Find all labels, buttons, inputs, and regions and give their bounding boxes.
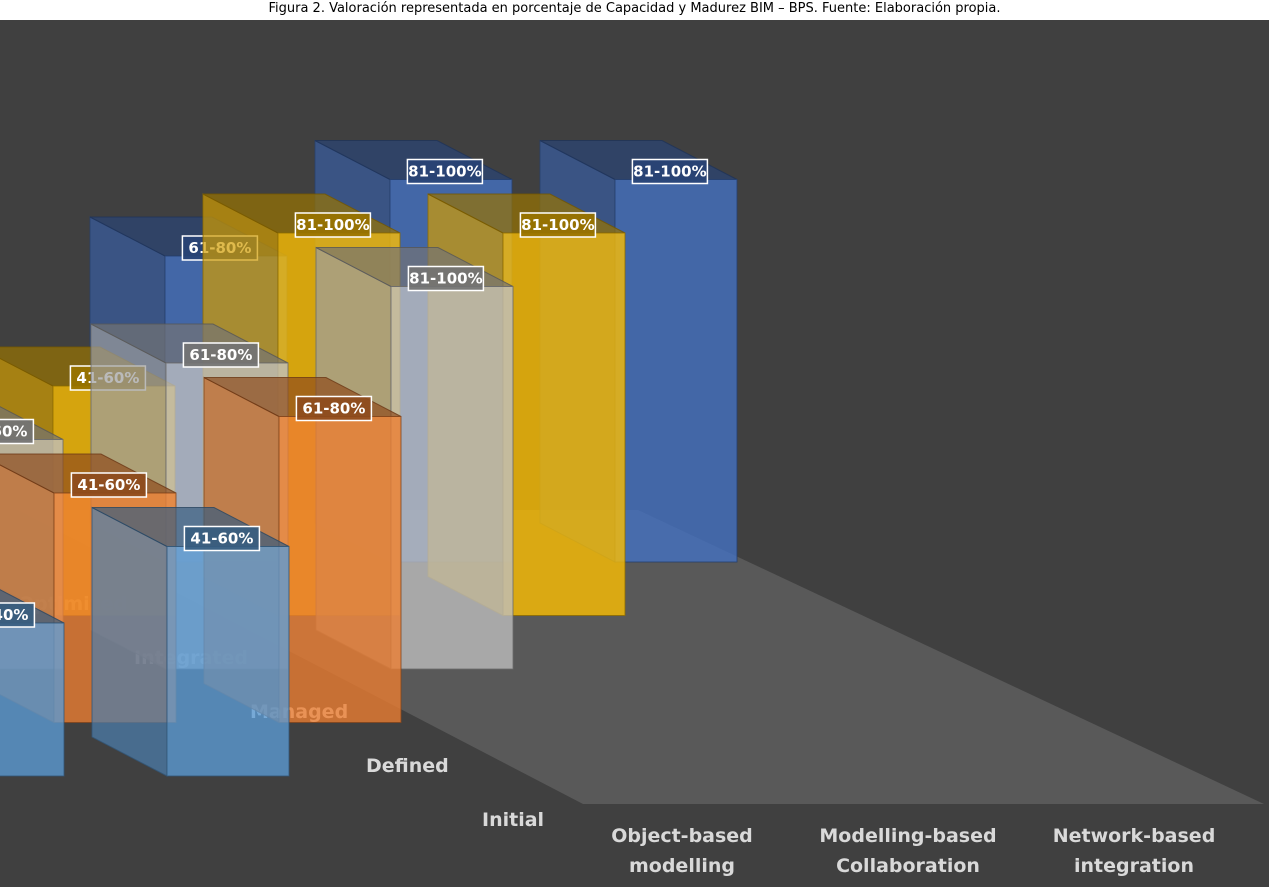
data-label-text: 41-60%	[77, 476, 140, 494]
category-axis: Object-based modelling Modelling-based Coll…	[611, 825, 1215, 877]
data-label-text: 21-40%	[0, 606, 28, 624]
data-label: 81-100%	[406, 158, 484, 185]
data-label-box	[70, 472, 148, 498]
depth-axis-label-initial: Initial	[482, 809, 544, 831]
depth-axis-label-defined: Defined	[366, 755, 449, 777]
data-label-text: 81-100%	[633, 163, 706, 181]
data-label-box	[294, 212, 372, 238]
data-label-box	[631, 158, 709, 185]
data-label: 61-80%	[182, 342, 260, 368]
data-label-box	[295, 395, 373, 422]
data-label-box	[519, 212, 597, 238]
chart-panel: OptimizedIntegratedManagedDefinedInitial…	[0, 20, 1269, 887]
data-label: 81-100%	[407, 265, 485, 292]
data-label: 41-60%	[0, 418, 35, 445]
data-label-text: 81-100%	[296, 216, 369, 234]
figure-caption: Figura 2. Valoración representada en por…	[268, 1, 1001, 16]
data-label-box	[407, 265, 485, 292]
category-axis-label-modelling-based-collaboration: Modelling-based Collaboration	[819, 825, 996, 877]
data-label: 41-60%	[183, 525, 261, 552]
data-label-text: 81-100%	[408, 163, 481, 181]
data-label: 81-100%	[519, 212, 597, 238]
bars-group: 61-80% 81-100% 81-100% 41-60% 81-100% 81-100%…	[0, 139, 738, 777]
data-label-text: 61-80%	[302, 400, 365, 418]
data-label-box	[183, 525, 261, 552]
bar-side-face	[91, 506, 168, 777]
data-label-text: 81-100%	[521, 216, 594, 234]
data-label-text: 41-60%	[0, 423, 27, 441]
category-axis-label-network-based-integration: Network-based integration	[1053, 825, 1216, 877]
data-label: 81-100%	[294, 212, 372, 238]
bar-front-face	[278, 416, 402, 723]
bar-initial-modelling-based-collaboration: 21-40%	[0, 589, 65, 777]
data-label: 41-60%	[70, 472, 148, 498]
bar-front-face	[614, 179, 738, 563]
data-label: 21-40%	[0, 602, 36, 628]
data-label-box	[406, 158, 484, 185]
category-axis-label-object-based-modelling: Object-based modelling	[611, 825, 753, 877]
data-label: 81-100%	[631, 158, 709, 185]
data-label-box	[182, 342, 260, 368]
data-label: 61-80%	[295, 395, 373, 422]
bar-chart-3d: OptimizedIntegratedManagedDefinedInitial…	[0, 139, 1264, 877]
data-label-box	[0, 418, 35, 445]
bar-front-face	[390, 286, 514, 670]
data-label-text: 81-100%	[409, 270, 482, 288]
data-label-text: 41-60%	[190, 530, 253, 548]
bar-front-face	[502, 232, 626, 616]
bar-front-face	[0, 622, 65, 777]
data-label-text: 61-80%	[189, 346, 252, 364]
bar-front-face	[166, 546, 290, 777]
bar-initial-network-based-integration: 41-60%	[91, 506, 290, 777]
data-label-box	[0, 602, 36, 628]
